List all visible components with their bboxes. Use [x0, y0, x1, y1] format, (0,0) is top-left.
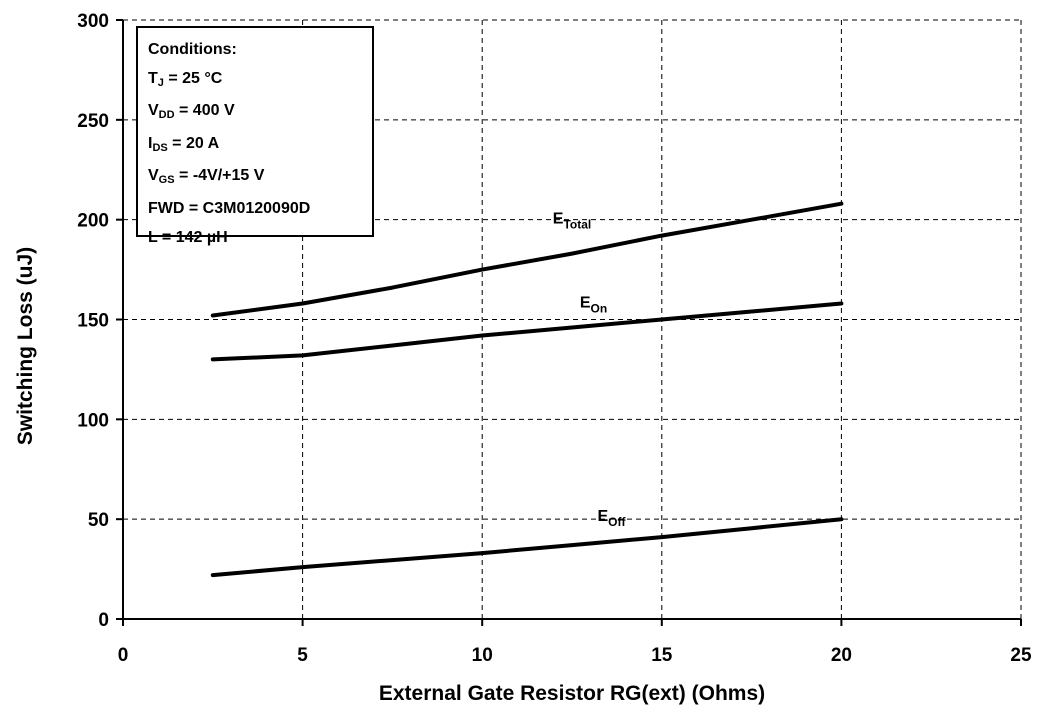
series-line-total: [210, 201, 844, 318]
condition-line: L = 142 µH: [148, 224, 362, 253]
condition-line: VDD = 400 V: [148, 97, 362, 130]
y-tick-labels: 0 50 100 150 200 250 300: [77, 11, 109, 631]
condition-value: = 20 A: [167, 134, 220, 152]
condition-value: = -4V/+15 V: [174, 167, 265, 185]
condition-line: IDS = 20 A: [148, 130, 362, 163]
conditions-list: TJ = 25 °C VDD = 400 V IDS = 20 A VGS = -4V…: [148, 65, 362, 253]
condition-symbol: I: [148, 134, 153, 152]
conditions-title: Conditions:: [148, 41, 237, 58]
condition-symbol: FWD = C3M0120090D: [148, 199, 311, 217]
condition-symbol: V: [148, 102, 159, 120]
y-tick-label: 300: [77, 11, 109, 32]
x-tick-label: 10: [472, 645, 493, 666]
condition-line: VGS = -4V/+15 V: [148, 162, 362, 195]
condition-subscript: DD: [158, 109, 175, 122]
x-axis-title: External Gate Resistor RG(ext) (Ohms): [379, 682, 765, 705]
series-labels: ETotal EOn EOff: [553, 211, 627, 530]
y-tick-label: 50: [88, 510, 109, 531]
condition-symbol: T: [148, 69, 158, 87]
x-tick-label: 25: [1010, 645, 1032, 666]
condition-symbol: V: [148, 167, 159, 185]
condition-subscript: DS: [152, 141, 168, 154]
conditions-box: Conditions: TJ = 25 °C VDD = 400 V IDS = 2…: [136, 26, 374, 246]
series-lines: [210, 201, 844, 578]
condition-value: = 400 V: [174, 102, 235, 120]
y-tick-label: 200: [77, 211, 109, 232]
series-label-total: ETotal: [553, 211, 591, 232]
y-tick-label: 100: [77, 410, 109, 431]
condition-value: = 25 °C: [163, 69, 223, 87]
series-line-on: [210, 301, 844, 362]
series-label-on: EOn: [580, 295, 607, 316]
x-tick-label: 0: [118, 645, 129, 666]
x-tick-labels: 0 5 10 15 20 25: [118, 645, 1032, 666]
plot-frame: [116, 19, 1022, 626]
x-tick-label: 15: [651, 645, 673, 666]
y-axis-title: Switching Loss (uJ): [14, 247, 37, 445]
x-tick-label: 20: [831, 645, 852, 666]
y-tick-label: 250: [77, 111, 109, 132]
condition-subscript: GS: [158, 174, 175, 187]
condition-line: TJ = 25 °C: [148, 65, 362, 98]
series-label-off: EOff: [598, 508, 627, 529]
condition-subscript: J: [157, 76, 164, 89]
condition-line: FWD = C3M0120090D: [148, 195, 362, 224]
x-tick-label: 5: [297, 645, 308, 666]
condition-symbol: L = 142 µH: [148, 228, 228, 246]
gridlines: [123, 19, 1022, 619]
series-line-off: [210, 517, 844, 578]
y-tick-label: 150: [77, 311, 109, 332]
y-tick-label: 0: [98, 610, 109, 631]
